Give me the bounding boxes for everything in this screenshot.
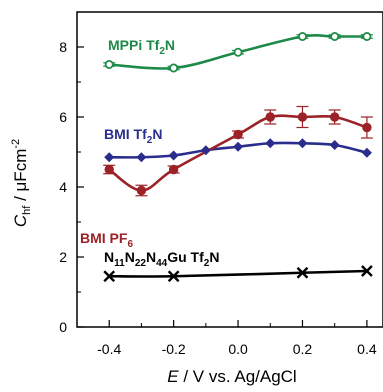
y-axis-ticks: 0 2 4 6 8 <box>59 39 84 335</box>
series-label-part: 2 <box>204 258 210 269</box>
data-point <box>329 140 340 150</box>
y-axis-unit: / μFcm <box>11 149 30 206</box>
data-point <box>265 112 275 122</box>
data-point <box>136 152 147 163</box>
series-markers <box>103 32 373 283</box>
data-point <box>297 138 308 149</box>
series-label-part: 44 <box>156 258 168 269</box>
series-label: MPPi Tf2N <box>108 37 175 57</box>
series-label-part: 11 <box>114 258 125 269</box>
y-axis-subscript: hf <box>21 205 33 215</box>
series-label-part: 22 <box>135 258 147 269</box>
data-point <box>297 32 307 42</box>
series-label-part: N <box>165 37 175 53</box>
series-label-part: 6 <box>127 239 133 250</box>
plot-frame <box>76 11 383 328</box>
series-label-part: BMI Tf <box>104 126 147 142</box>
series-label-part: N <box>104 249 114 265</box>
data-point <box>104 60 114 70</box>
data-point <box>168 164 179 175</box>
series-label-part: 2 <box>147 135 153 146</box>
x-axis-ticks: -0.4 -0.2 0.0 0.2 0.4 <box>97 320 377 357</box>
y-axis-symbol: C <box>11 214 30 227</box>
data-point <box>233 141 244 152</box>
data-point <box>168 150 179 161</box>
x-axis-title: E / V vs. Ag/AgCl <box>167 367 296 386</box>
data-point <box>265 138 276 149</box>
data-point <box>233 47 243 57</box>
series-label: BMI Tf2N <box>104 126 162 146</box>
series-label: N11N22N44Gu Tf2N <box>104 249 219 269</box>
series-label: BMI PF6 <box>80 230 133 250</box>
data-point <box>233 129 243 140</box>
series-label-part: 2 <box>159 46 165 57</box>
x-tick-label: -0.2 <box>162 341 186 357</box>
series-line <box>108 114 368 192</box>
x-axis-symbol: E <box>167 367 179 386</box>
data-point <box>103 270 116 283</box>
data-point <box>362 122 372 133</box>
data-point <box>329 112 340 122</box>
series-lines <box>108 34 368 278</box>
x-tick-label: 0.0 <box>228 341 248 357</box>
data-point <box>167 270 180 283</box>
y-tick-label: 0 <box>59 319 67 335</box>
series-label-part: Gu Tf <box>167 249 204 265</box>
y-axis-superscript: -2 <box>10 139 22 149</box>
data-point <box>361 147 372 158</box>
y-tick-label: 2 <box>59 249 67 265</box>
data-point <box>296 266 309 279</box>
data-point <box>169 63 179 73</box>
data-point <box>200 145 211 156</box>
x-axis-unit: / V vs. Ag/AgCl <box>179 367 297 386</box>
x-tick-label: 0.4 <box>357 341 377 357</box>
series-line <box>109 269 367 278</box>
series-label-part: N <box>152 126 162 142</box>
y-axis-title: Chf / μFcm-2 <box>10 139 33 227</box>
y-tick-label: 8 <box>59 39 67 55</box>
data-point <box>297 112 308 122</box>
series-label-part: MPPi Tf <box>108 37 160 53</box>
series-label-part: N <box>125 249 135 265</box>
series-label-part: N <box>146 249 156 265</box>
series-label-part: BMI PF <box>80 230 128 246</box>
x-tick-label: 0.2 <box>293 341 313 357</box>
data-point <box>104 152 115 163</box>
x-tick-label: -0.4 <box>97 341 121 357</box>
data-point <box>361 265 373 277</box>
data-point <box>362 32 372 42</box>
plot-area-border <box>76 11 383 328</box>
y-tick-label: 4 <box>59 179 67 195</box>
y-tick-label: 6 <box>59 109 67 125</box>
data-point <box>330 32 340 42</box>
series-label-part: N <box>209 249 219 265</box>
data-point <box>136 185 147 196</box>
data-point <box>104 164 114 175</box>
